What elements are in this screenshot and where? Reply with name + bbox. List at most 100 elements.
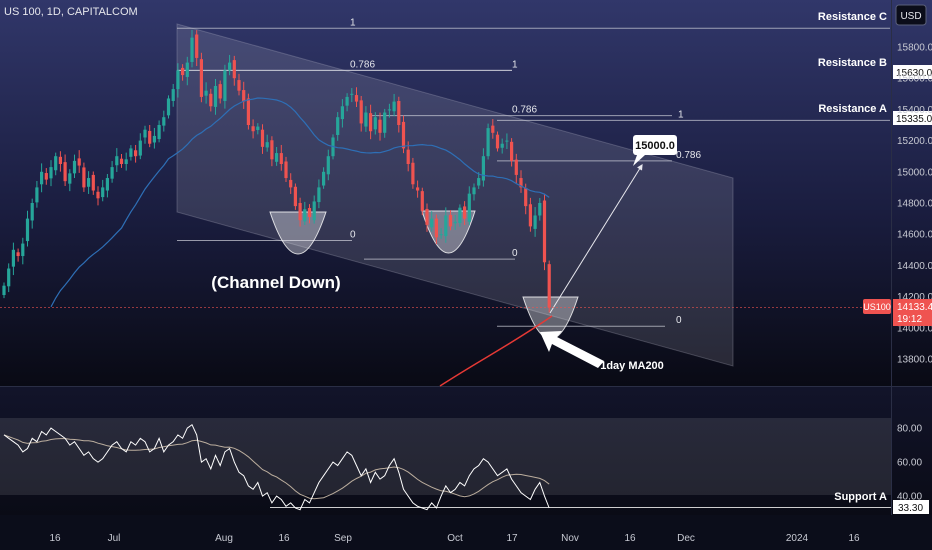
candle-body	[2, 285, 6, 296]
candle-body	[63, 162, 67, 182]
candle-body	[246, 98, 250, 125]
candle-body	[21, 243, 25, 257]
candle-body	[49, 167, 53, 179]
fib-level-label: 1	[678, 109, 684, 120]
support-value: 33.30	[898, 503, 923, 514]
current-price-tag[interactable]: US100 14133.4 19:12	[0, 299, 932, 326]
support-value-badge	[893, 500, 929, 514]
time-tick-label: 16	[624, 533, 636, 544]
candle-body	[322, 171, 326, 186]
time-tick-label: Oct	[447, 533, 463, 544]
candle-body	[265, 142, 269, 148]
candle-body	[16, 252, 20, 257]
price-tick-label: 13800.0	[897, 355, 932, 366]
resistance-price: 15630.0	[896, 68, 932, 79]
target-callout-pointer	[633, 155, 645, 166]
price-axis[interactable]: 13800.0 14000.0 14200.0 14400.0 14600.0 14800…	[897, 43, 932, 366]
candle-body	[199, 59, 203, 97]
candle-body	[124, 159, 128, 164]
rsi-tick-label: 40.00	[897, 492, 922, 503]
candle-body	[434, 218, 438, 238]
candle-body	[458, 207, 462, 223]
candle-body	[209, 93, 213, 107]
candle-body	[204, 90, 208, 96]
descending-channel[interactable]	[176, 23, 734, 367]
candle-body	[383, 112, 387, 133]
resistance-price-badge	[893, 111, 932, 125]
candle-body	[185, 62, 189, 77]
candle-body	[275, 153, 279, 162]
candle-body	[72, 160, 77, 174]
candle-body	[134, 150, 138, 157]
candle-body	[270, 140, 274, 160]
candle-body	[350, 93, 354, 95]
candle-body	[143, 129, 147, 138]
price-tick-label: 14800.0	[897, 199, 932, 210]
price-tick-label: 15800.0	[897, 43, 932, 54]
candle-body	[477, 178, 481, 186]
rsi-axis[interactable]: 40.00 60.00 80.00	[897, 424, 922, 503]
time-tick-label: 16	[278, 533, 290, 544]
candle-body	[453, 221, 457, 224]
candle-body	[524, 188, 528, 207]
symbol-title[interactable]: US 100, 1D, CAPITALCOM	[4, 6, 138, 18]
time-tick-label: 2024	[786, 533, 809, 544]
candle-body	[30, 203, 34, 221]
candle-body	[152, 135, 156, 143]
candle-body	[289, 179, 293, 188]
currency-button[interactable]: USD	[895, 4, 927, 26]
ma200-callout[interactable]: 1day MA200	[540, 331, 664, 372]
candle-body	[406, 149, 410, 164]
candles-layer	[2, 29, 551, 313]
target-arrow[interactable]	[549, 163, 643, 314]
candle-body	[44, 173, 48, 180]
cup-pattern	[269, 211, 327, 255]
candle-body	[345, 96, 349, 106]
candle-body	[176, 70, 180, 90]
candle-body	[279, 153, 283, 164]
ma200-arrow-icon	[540, 331, 604, 368]
candle-body	[129, 148, 133, 157]
target-callout[interactable]: 15000.0	[633, 135, 677, 166]
candle-body	[463, 206, 467, 219]
support-level[interactable]: Support A 33.30	[270, 491, 929, 514]
candle-body	[138, 140, 142, 156]
candle-body	[35, 187, 39, 203]
time-axis[interactable]: 16 Jul Aug 16 Sep Oct 17 Nov 16 Dec 2024 16	[49, 533, 860, 544]
candle-body	[119, 158, 124, 164]
candle-body	[491, 125, 495, 133]
fib-level-label: 0.786	[350, 59, 375, 70]
candle-body	[528, 204, 532, 227]
candle-body	[519, 178, 523, 188]
candle-body	[500, 143, 504, 148]
rsi-ma-line	[3, 434, 550, 500]
candle-body	[359, 100, 363, 124]
resistance-label: Resistance C	[818, 11, 887, 23]
candle-body	[77, 158, 81, 166]
candle-body	[505, 140, 509, 142]
candle-body	[486, 128, 490, 157]
candle-body	[96, 191, 100, 199]
time-tick-label: 17	[506, 533, 518, 544]
candle-body	[101, 187, 105, 198]
fib-level-label: 1	[350, 17, 356, 28]
candle-body	[260, 129, 265, 147]
candle-body	[223, 70, 227, 101]
candle-body	[190, 37, 194, 62]
candle-body	[444, 215, 448, 237]
target-callout-label: 15000.0	[635, 140, 675, 152]
candle-body	[157, 125, 161, 140]
candle-body	[354, 95, 359, 102]
candle-body	[237, 80, 241, 91]
time-tick-label: Aug	[215, 533, 233, 544]
rsi-line	[3, 423, 550, 511]
candle-body	[54, 156, 58, 171]
fib-level-label: 1	[512, 59, 518, 70]
candle-body	[439, 234, 443, 236]
candle-body	[242, 90, 246, 102]
candle-body	[110, 167, 114, 179]
candle-body	[307, 207, 312, 218]
ma200-label: 1day MA200	[600, 360, 664, 372]
